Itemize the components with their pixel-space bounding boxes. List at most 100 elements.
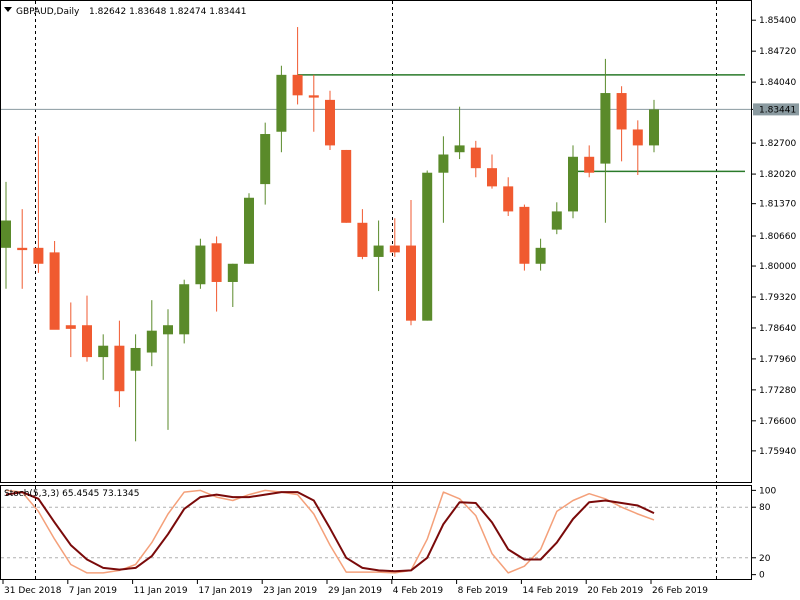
candle-body bbox=[551, 211, 562, 230]
candle-body bbox=[260, 134, 271, 185]
price-tick-label: 1.84720 bbox=[759, 47, 796, 57]
candle-body bbox=[454, 145, 465, 153]
candle bbox=[389, 218, 400, 257]
time-tick-label: 8 Feb 2019 bbox=[458, 586, 509, 596]
price-tick-label: 1.75940 bbox=[759, 447, 796, 457]
stoch-tick-label: 20 bbox=[759, 554, 771, 564]
time-tick-label: 14 Feb 2019 bbox=[522, 586, 578, 596]
candle-body bbox=[503, 186, 514, 212]
stoch-axis: 100 80 20 0 bbox=[751, 486, 776, 581]
stoch-plot-frame bbox=[0, 485, 752, 580]
candle bbox=[82, 295, 92, 362]
triangle-down-icon[interactable] bbox=[4, 7, 12, 12]
candle bbox=[211, 236, 222, 312]
candle-body bbox=[114, 345, 125, 392]
candle-body bbox=[276, 74, 287, 132]
stoch-tick-label: 0 bbox=[759, 571, 765, 581]
candle-layer bbox=[1, 27, 659, 442]
time-axis: 31 Dec 2018 7 Jan 2019 11 Jan 2019 17 Jan 2… bbox=[2, 580, 708, 596]
candle bbox=[17, 209, 28, 289]
stoch-layer bbox=[1, 489, 751, 574]
current-price-badge bbox=[753, 103, 799, 116]
candle-body bbox=[373, 245, 384, 257]
candle bbox=[584, 145, 595, 178]
price-tick-label: 1.82700 bbox=[759, 139, 796, 149]
candle-body bbox=[487, 168, 497, 187]
price-tick-label: 1.82020 bbox=[759, 170, 796, 180]
stoch-title: Stoch(5,3,3) 65.4545 73.1345 bbox=[4, 489, 139, 499]
candle-body bbox=[406, 245, 416, 321]
candle-body bbox=[470, 147, 481, 169]
candle-body bbox=[519, 206, 530, 264]
price-tick-label: 1.83441 bbox=[759, 105, 796, 115]
candle bbox=[600, 58, 611, 223]
candle bbox=[503, 177, 514, 216]
stoch-series-line bbox=[5, 491, 655, 573]
candle bbox=[406, 200, 416, 326]
candle bbox=[341, 149, 352, 223]
candle-body bbox=[584, 156, 595, 173]
candle-body bbox=[211, 243, 222, 282]
price-tick-label: 1.84040 bbox=[759, 78, 796, 88]
candle bbox=[308, 74, 319, 132]
price-tick-label: 1.79320 bbox=[759, 293, 796, 303]
candle-body bbox=[17, 247, 28, 251]
candle-body bbox=[82, 325, 92, 358]
time-tick-label: 29 Jan 2019 bbox=[328, 586, 382, 596]
candle-body bbox=[244, 197, 254, 264]
candle bbox=[163, 309, 173, 430]
candle bbox=[195, 238, 206, 289]
candle-body bbox=[1, 220, 11, 248]
candle bbox=[632, 120, 643, 175]
candle bbox=[357, 209, 368, 260]
candle bbox=[568, 145, 578, 219]
candle bbox=[65, 302, 76, 358]
stoch-series-line bbox=[5, 489, 655, 574]
price-tick-label: 1.80660 bbox=[759, 232, 796, 242]
candle bbox=[292, 27, 303, 105]
candle-body bbox=[632, 129, 643, 146]
candle-body bbox=[649, 109, 659, 146]
candle-body bbox=[568, 156, 578, 212]
price-tick-label: 1.77960 bbox=[759, 355, 796, 365]
price-tick-label: 1.85400 bbox=[759, 16, 796, 26]
candle-body bbox=[65, 325, 76, 329]
price-tick-label: 1.80000 bbox=[759, 262, 796, 272]
candle-body bbox=[163, 325, 173, 335]
candle-body bbox=[195, 245, 206, 285]
symbol-label: GBPAUD,Daily bbox=[16, 7, 80, 17]
time-tick-label: 20 Feb 2019 bbox=[587, 586, 643, 596]
candle-body bbox=[227, 263, 238, 282]
candle-body bbox=[292, 74, 303, 96]
candle bbox=[422, 170, 433, 321]
candle bbox=[98, 334, 109, 380]
ohlc-label: 1.82642 1.83648 1.82474 1.83441 bbox=[89, 7, 246, 17]
candle bbox=[649, 99, 659, 153]
candle bbox=[535, 238, 546, 271]
time-tick-label: 17 Jan 2019 bbox=[198, 586, 252, 596]
time-tick-label: 31 Dec 2018 bbox=[4, 586, 62, 596]
candle bbox=[487, 154, 497, 189]
candle-body bbox=[49, 252, 60, 330]
candle-body bbox=[438, 154, 449, 173]
candle-body bbox=[325, 99, 335, 146]
candle bbox=[470, 140, 481, 178]
candle bbox=[130, 334, 141, 442]
time-tick-label: 11 Jan 2019 bbox=[134, 586, 188, 596]
candle bbox=[373, 220, 384, 292]
candle bbox=[551, 202, 562, 235]
candle-body bbox=[357, 222, 368, 257]
candle-body bbox=[308, 95, 319, 98]
candle bbox=[1, 181, 11, 289]
stoch-tick-label: 100 bbox=[759, 486, 776, 496]
candle bbox=[325, 90, 335, 150]
candle-body bbox=[341, 149, 352, 223]
candle bbox=[616, 86, 627, 162]
candle bbox=[33, 136, 44, 273]
separator-layer bbox=[35, 1, 717, 579]
candle bbox=[244, 193, 254, 264]
candle-body bbox=[179, 284, 190, 335]
candle bbox=[260, 122, 271, 205]
candle-body bbox=[33, 247, 44, 264]
